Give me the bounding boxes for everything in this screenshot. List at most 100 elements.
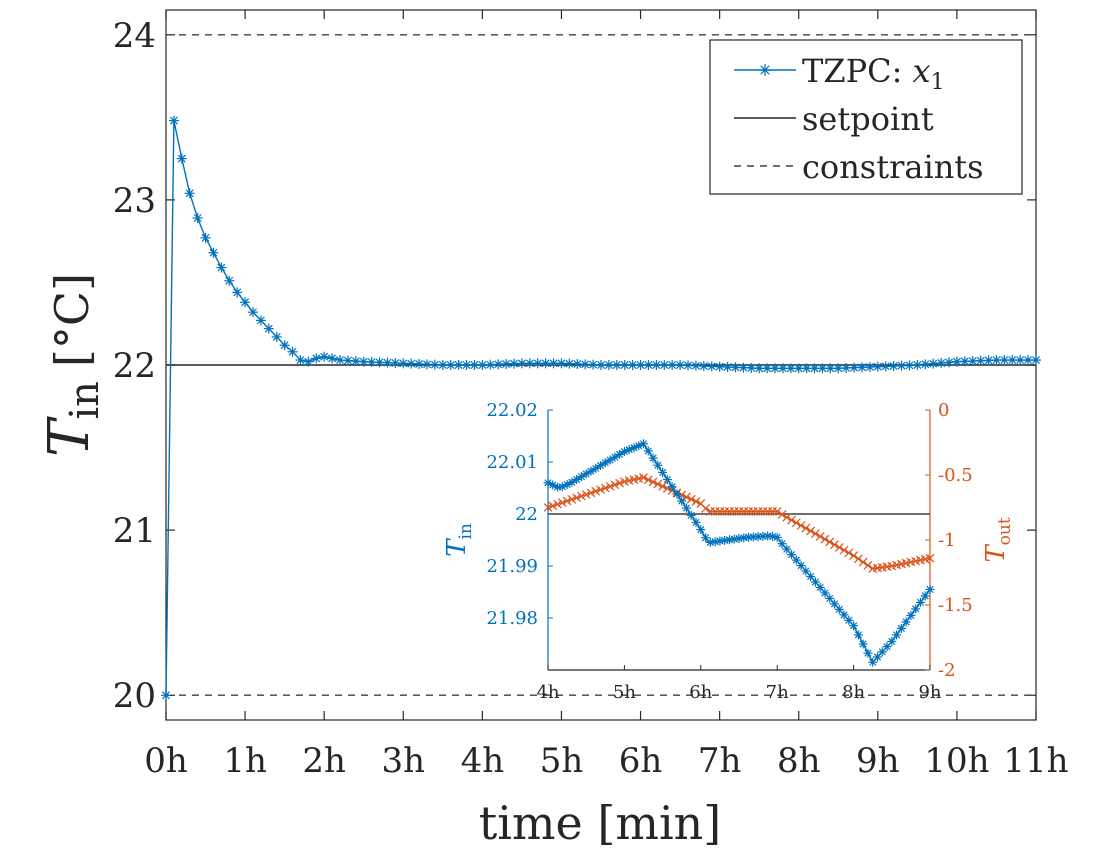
- y-axis-title-unit: [°C]: [45, 273, 99, 367]
- legend-label-setpoint: setpoint: [802, 100, 934, 138]
- legend: TZPC: x1 setpoint constraints: [709, 39, 1023, 195]
- inset-tin-point: [672, 489, 682, 499]
- tzpc-data-point: [809, 363, 820, 374]
- tzpc-data-point: [659, 360, 670, 370]
- inset-tin-point: [596, 461, 606, 471]
- inset-right-tick-label: 0: [938, 400, 949, 421]
- tzpc-data-point: [224, 275, 235, 286]
- tzpc-data-point: [540, 358, 551, 369]
- inset-tout-point: [849, 551, 859, 561]
- tzpc-data-point: [983, 355, 994, 366]
- inset-tin-point: [643, 446, 653, 456]
- inset-tin-point: [576, 472, 586, 482]
- inset-tout-point: [615, 478, 625, 488]
- inset-right-tick-label: -1: [938, 530, 956, 551]
- main-x-tick-label: 7h: [698, 741, 742, 781]
- inset-tout-point: [791, 518, 801, 528]
- inset-tin-point: [787, 550, 797, 560]
- tzpc-data-point: [501, 359, 512, 370]
- inset-tin-point: [677, 496, 687, 506]
- inset-tin-point: [600, 458, 610, 468]
- tzpc-data-point: [208, 247, 219, 258]
- inset-left-tick-label: 22.02: [486, 400, 538, 421]
- inset-x-tick-label: 7h: [766, 682, 789, 703]
- inset-tin-point: [710, 537, 720, 547]
- tzpc-data-point: [1031, 355, 1041, 366]
- tzpc-data-point: [611, 360, 622, 370]
- inset-tin-point: [724, 535, 734, 545]
- legend-label-tzpc: TZPC:: [802, 52, 913, 90]
- inset-x-tick-label: 5h: [613, 682, 636, 703]
- inset-tout-point: [830, 540, 839, 550]
- inset-tin-point: [911, 604, 921, 614]
- main-x-tick-label: 3h: [382, 741, 426, 781]
- inset-axes: 4h 5h 6h 7h 8h 9h 21.98 21.99 22 22.01 22.02 -2 -1…: [442, 400, 1015, 703]
- inset-tout-point: [925, 553, 935, 563]
- inset-tout-point: [796, 521, 806, 530]
- inset-tout-point: [844, 548, 854, 558]
- inset-tout-point: [653, 479, 663, 489]
- inset-tin-point: [772, 532, 782, 542]
- inset-tout-point: [810, 529, 820, 539]
- tzpc-data-point: [422, 359, 432, 370]
- tzpc-data-point: [548, 358, 559, 369]
- inset-x-tick-label: 4h: [536, 682, 559, 703]
- main-y-ticks: 20 21 22 23 24: [113, 16, 1036, 716]
- tzpc-data-point: [406, 358, 417, 369]
- main-x-tick-label: 9h: [856, 741, 900, 781]
- inset-tin-point: [586, 466, 596, 476]
- tzpc-data-point: [461, 360, 472, 370]
- inset-tin-point: [906, 610, 916, 620]
- inset-tout-point: [863, 560, 873, 570]
- inset-tout-point: [834, 542, 844, 552]
- svg-text:TZPC: x1: TZPC: x1: [802, 52, 945, 95]
- tzpc-data-point: [920, 359, 931, 370]
- tzpc-data-point: [248, 307, 258, 318]
- inset-x-ticks: 4h 5h 6h 7h 8h 9h: [536, 665, 942, 703]
- inset-right-tick-label: -2: [938, 660, 956, 681]
- inset-tin-point: [648, 453, 658, 463]
- inset-tout-point: [639, 473, 648, 483]
- inset-tout-point: [581, 490, 591, 499]
- tzpc-data-point: [785, 363, 796, 374]
- tzpc-data-point: [485, 359, 496, 370]
- inset-tout-point: [557, 498, 567, 508]
- inset-tout-point: [591, 486, 601, 496]
- inset-tout-point: [567, 494, 577, 504]
- inset-tin-point: [662, 475, 672, 485]
- main-x-tick-label: 6h: [619, 741, 663, 781]
- inset-tout-point: [801, 523, 811, 533]
- inset-tin-point: [610, 452, 620, 462]
- inset-tout-point: [777, 510, 787, 519]
- inset-right-y-ticks: -2 -1.5 -1 -0.5 0: [925, 400, 973, 681]
- tzpc-data-point: [777, 363, 788, 374]
- inset-tout-point: [787, 515, 796, 525]
- tzpc-data-point: [295, 355, 306, 366]
- inset-tout-point: [543, 503, 553, 512]
- tzpc-data-point: [232, 287, 243, 298]
- tzpc-data-point: [311, 353, 322, 364]
- tzpc-data-point: [216, 262, 227, 273]
- inset-x-tick-label: 9h: [918, 682, 941, 703]
- inset-tout-point: [691, 497, 701, 506]
- inset-tout-point: [701, 504, 710, 513]
- tzpc-data-point: [335, 355, 345, 366]
- inset-left-tick-label: 22.01: [486, 452, 538, 473]
- tzpc-data-point: [176, 153, 187, 164]
- inset-tin-point: [667, 482, 677, 492]
- tzpc-data-point: [928, 358, 939, 369]
- tzpc-data-point: [833, 363, 844, 374]
- tzpc-data-point: [192, 213, 203, 224]
- inset-tin-point: [853, 630, 863, 640]
- main-y-tick-label: 24: [113, 16, 156, 56]
- y-axis-title-symbol: T: [37, 416, 102, 457]
- inset-tout-point: [782, 512, 792, 522]
- legend-label-tzpc-var: x: [913, 52, 931, 90]
- y-axis-title: Tin [°C]: [37, 273, 108, 457]
- inset-tout-point: [643, 475, 653, 485]
- inset-tout-point: [577, 491, 586, 501]
- tzpc-data-point: [896, 360, 907, 371]
- inset-tin-point: [777, 539, 787, 549]
- inset-right-tick-label: -0.5: [938, 465, 973, 486]
- inset-tout-point: [658, 481, 668, 491]
